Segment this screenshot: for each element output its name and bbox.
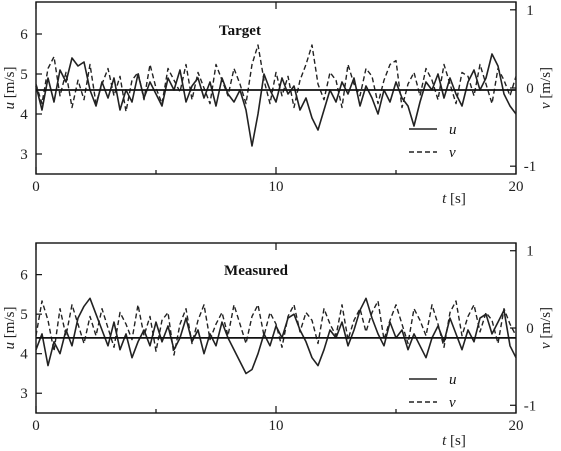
legend-v-label: v — [449, 145, 456, 161]
x-tick-label: 10 — [269, 179, 284, 195]
y2-tick-label: -1 — [524, 159, 537, 175]
y2-axis-label: v [m/s] — [538, 307, 554, 349]
y2-tick-label: 0 — [526, 81, 534, 97]
y2-tick-label: 0 — [526, 321, 534, 337]
y2-axis-unit: [m/s] — [538, 67, 554, 102]
legend-u-label: u — [449, 122, 457, 138]
y2-axis-var: v — [538, 102, 554, 109]
x-axis-unit: [s] — [446, 191, 466, 207]
x-tick-label: 0 — [32, 179, 40, 195]
y-tick-label: 4 — [20, 347, 28, 363]
y2-axis-label: v [m/s] — [538, 67, 554, 109]
series-v-line — [35, 300, 517, 356]
y-tick-label: 5 — [20, 307, 28, 323]
x-axis-unit: [s] — [446, 433, 466, 449]
series-u-line — [35, 53, 517, 147]
panel-title: Measured — [224, 263, 289, 279]
x-axis-var: t — [442, 191, 447, 207]
x-tick-label: 20 — [509, 179, 524, 195]
y-axis-unit: [m/s] — [2, 307, 18, 342]
y-tick-label: 3 — [20, 147, 28, 163]
y2-tick-label: -1 — [524, 398, 537, 414]
x-tick-label: 10 — [269, 418, 284, 434]
y-tick-label: 4 — [20, 107, 28, 123]
x-axis-label: t [s] — [442, 191, 466, 207]
x-tick-label: 0 — [32, 418, 40, 434]
y2-tick-label: 1 — [526, 3, 534, 19]
y-axis-label: u [m/s] — [2, 307, 18, 350]
series-u-line — [35, 297, 517, 375]
y-tick-label: 3 — [20, 386, 28, 402]
plot-frame — [35, 1, 517, 175]
y-axis-label: u [m/s] — [2, 67, 18, 110]
y-axis-var: u — [2, 102, 18, 110]
panel-title: Target — [219, 23, 261, 39]
y-axis-var: u — [2, 342, 18, 350]
y-tick-label: 5 — [20, 67, 28, 83]
y2-tick-label: 1 — [526, 244, 534, 260]
x-tick-label: 20 — [509, 418, 524, 434]
legend-u-label: u — [449, 372, 457, 388]
x-axis-label: t [s] — [442, 433, 466, 449]
y-axis-unit: [m/s] — [2, 67, 18, 102]
y-tick-label: 6 — [20, 27, 28, 43]
legend-v-label: v — [449, 395, 456, 411]
y2-axis-unit: [m/s] — [538, 307, 554, 342]
x-axis-var: t — [442, 433, 447, 449]
y2-axis-var: v — [538, 342, 554, 349]
y-tick-label: 6 — [20, 268, 28, 284]
